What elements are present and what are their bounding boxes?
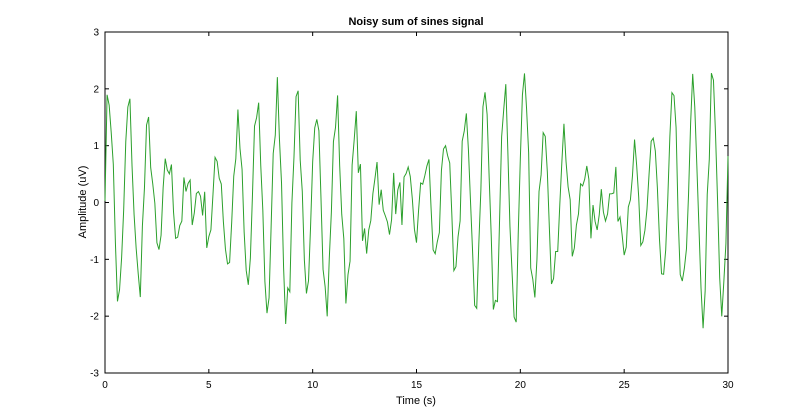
- x-tick-label: 10: [307, 380, 319, 391]
- y-tick-label: 2: [93, 84, 99, 95]
- x-axis-ticks: 0 5 10 15 20 25 30: [102, 32, 734, 391]
- x-tick-label: 0: [102, 380, 108, 391]
- signal-line: [104, 73, 729, 329]
- chart-title: Noisy sum of sines signal: [348, 16, 483, 28]
- y-tick-label: 1: [93, 141, 99, 152]
- x-tick-label: 30: [722, 380, 734, 391]
- x-tick-label: 15: [411, 380, 423, 391]
- y-tick-label: -2: [90, 312, 99, 323]
- y-tick-label: 0: [93, 198, 99, 209]
- x-tick-label: 25: [619, 380, 631, 391]
- y-tick-label: -3: [90, 369, 99, 380]
- y-axis-label: Amplitude (uV): [77, 166, 89, 239]
- y-tick-label: -1: [90, 255, 99, 266]
- x-tick-label: 5: [206, 380, 212, 391]
- x-axis-label: Time (s): [396, 395, 436, 407]
- plot-area: [104, 31, 729, 374]
- y-tick-label: 3: [93, 28, 99, 39]
- x-tick-label: 20: [515, 380, 527, 391]
